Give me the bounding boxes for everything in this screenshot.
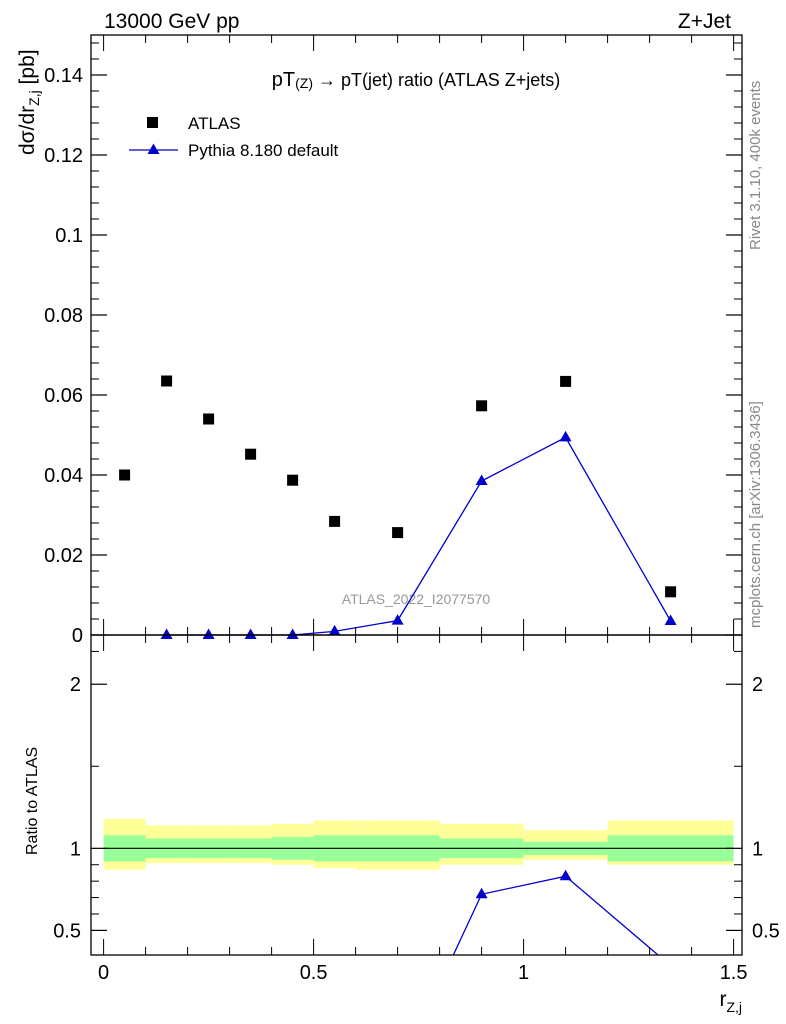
legend: ATLAS Pythia 8.180 default [129, 114, 339, 160]
bottom-ytick-label-right: 1 [752, 838, 763, 860]
header-right: Z+Jet [678, 10, 731, 33]
atlas-point [245, 448, 257, 460]
ratio-point [475, 887, 488, 899]
legend-pythia-label: Pythia 8.180 default [188, 141, 339, 160]
title-part-d: pT(jet) ratio (ATLAS Z+jets) [341, 70, 560, 90]
legend-atlas-marker [147, 117, 158, 128]
top-ytick-label: 0.08 [44, 305, 83, 327]
mcplots-label: mcplots.cern.ch [arXiv:1306.3436] [747, 401, 764, 628]
title-part-a: pT [272, 69, 295, 91]
pythia-point [664, 614, 677, 625]
bottom-xtick-label: 0 [98, 962, 109, 984]
atlas-point [287, 474, 299, 486]
top-ylabel-sub: Z,j [26, 90, 42, 106]
atlas-point [665, 586, 677, 598]
pythia-point [559, 430, 572, 442]
atlas-point [329, 515, 341, 527]
ratio-point [559, 869, 572, 881]
bottom-ytick-label: 0.5 [53, 920, 81, 942]
atlas-point [161, 375, 173, 387]
atlas-point [476, 400, 488, 412]
bottom-xlabel-sub: Z,j [726, 999, 742, 1015]
bottom-panel: 0.5 0.5 1 1 2 2 0 0.5 1 1.5 Ratio to ATLAS rZ,j [24, 634, 780, 1015]
bottom-ytick-label: 1 [70, 838, 81, 860]
header-left: 13000 GeV pp [104, 10, 239, 33]
title-part-b: (Z) [295, 75, 313, 91]
atlas-point [119, 469, 131, 481]
bottom-ytick-label-right: 2 [752, 674, 763, 696]
pythia-point [328, 624, 341, 636]
bottom-frame [90, 634, 743, 956]
top-ylabel-main: dσ/dr [16, 106, 39, 155]
rivet-label: Rivet 3.1.10, 400k events [747, 81, 764, 250]
top-ytick-label: 0.04 [44, 465, 83, 487]
legend-pythia-marker [147, 143, 160, 154]
top-panel: ATLAS_2022_I2077570 0 0.02 0.04 0.06 0.08 0.1… [16, 34, 743, 647]
atlas-point [560, 375, 572, 387]
bottom-xtick-label: 1 [518, 962, 529, 984]
bottom-ytick-label: 2 [70, 674, 81, 696]
pythia-point [160, 628, 173, 639]
pythia-point [475, 474, 488, 485]
bottom-xlabel-main: r [719, 988, 726, 1011]
ratio-line [452, 875, 659, 955]
top-ylabel: dσ/drZ,j [pb] [16, 49, 42, 155]
watermark: ATLAS_2022_I2077570 [342, 591, 491, 607]
bottom-ytick-label-right: 0.5 [752, 920, 780, 942]
bottom-xtick-label: 1.5 [720, 962, 748, 984]
pythia-point [202, 628, 215, 639]
top-ytick-label: 0 [72, 625, 83, 647]
top-ytick-label: 0.06 [44, 385, 83, 407]
top-ylabel-unit: [pb] [16, 49, 39, 90]
pythia-point [244, 628, 257, 639]
pythia-point [391, 614, 404, 625]
bottom-xtick-label: 0.5 [300, 962, 328, 984]
top-ytick-label: 0.1 [55, 225, 83, 247]
pythia-point [286, 628, 299, 639]
atlas-point [203, 413, 215, 425]
bottom-ylabel: Ratio to ATLAS [24, 747, 41, 855]
top-title: pT(Z) → pT(jet) ratio (ATLAS Z+jets) [272, 69, 560, 91]
title-part-c: → [313, 70, 341, 90]
top-ytick-label: 0.12 [44, 145, 83, 167]
top-ytick-label: 0.02 [44, 545, 83, 567]
top-ytick-label: 0.14 [44, 65, 83, 87]
bottom-xlabel: rZ,j [719, 988, 742, 1015]
legend-atlas-label: ATLAS [188, 114, 241, 133]
atlas-point [392, 527, 404, 539]
